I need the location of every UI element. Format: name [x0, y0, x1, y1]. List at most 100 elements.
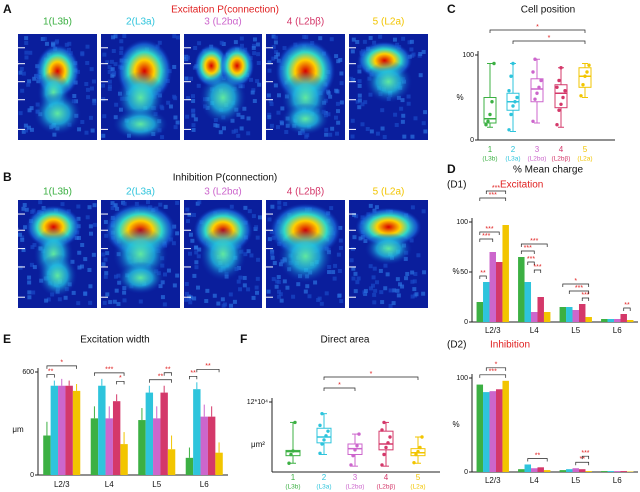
heatmap-speckle [107, 69, 112, 74]
significance-stars: ** [190, 370, 196, 377]
panel-title: Inhibition P(connection) [173, 173, 278, 184]
heatmap-speckle [219, 40, 224, 45]
y-axis-label: μm² [251, 440, 265, 449]
heatmap-speckle [72, 94, 77, 99]
heatmap-speckle [76, 204, 81, 209]
data-point [416, 449, 420, 454]
y-tick-label: 100 [456, 375, 468, 382]
x-tick-label: L5 [571, 476, 580, 485]
heatmap-speckle [138, 299, 143, 304]
heatmap-speckle [88, 284, 93, 289]
heatmap-speckle [242, 106, 247, 111]
heatmap-speckle [21, 71, 26, 76]
bar [65, 385, 73, 475]
panel-letter: B [3, 170, 12, 184]
data-point [513, 100, 517, 104]
bar [483, 282, 490, 322]
heatmap-speckle [339, 81, 344, 86]
significance-bracket [46, 365, 77, 369]
heatmap-speckle [246, 131, 251, 136]
heatmap-speckle [372, 300, 377, 305]
heatmap-speckle [229, 204, 234, 209]
data-point [418, 445, 422, 450]
heatmap-speckle [91, 252, 96, 257]
x-tick-label: L4 [530, 326, 539, 335]
heatmap-speckle [393, 112, 398, 117]
heatmap-speckle [257, 215, 262, 220]
heatmap-speckle [421, 291, 426, 296]
heatmap-speckle [334, 54, 339, 59]
heatmap-speckle [365, 126, 370, 131]
heatmap-speckle [399, 106, 404, 111]
heatmap-speckle [333, 263, 338, 268]
heatmap-speckle [191, 212, 196, 217]
heatmap-speckle [257, 82, 262, 87]
column-label: 5 (L2a) [373, 187, 405, 198]
layer-label: L4 [5, 79, 13, 86]
bar [160, 392, 168, 475]
x-tick-label: L2/3 [485, 476, 501, 485]
heatmap-speckle [218, 130, 223, 135]
heatmap-speckle [360, 122, 365, 127]
heatmap-speckle [357, 98, 362, 103]
bar [483, 392, 490, 472]
y-tick-label: 600 [22, 369, 34, 376]
heatmap-speckle [23, 123, 28, 128]
x-tick-sublabel: (L2bα) [528, 156, 547, 163]
heatmap [184, 200, 262, 308]
heatmap-speckle [256, 52, 261, 57]
heatmap-blob [281, 102, 330, 135]
heatmap-speckle [57, 297, 62, 302]
heatmap-speckle [324, 127, 329, 132]
heatmap-speckle [282, 46, 287, 51]
heatmap-speckle [274, 54, 279, 59]
heatmap-speckle [239, 36, 244, 41]
heatmap-speckle [413, 272, 418, 277]
y-tick-label: 0 [464, 469, 468, 476]
bar [518, 469, 525, 472]
heatmap-speckle [276, 110, 281, 115]
significance-bracket [520, 243, 548, 247]
box [578, 67, 592, 88]
heatmap-speckle [111, 49, 116, 54]
heatmap-speckle [204, 298, 209, 303]
heatmap-speckle [92, 98, 97, 103]
heatmap-speckle [197, 247, 202, 252]
heatmap [18, 34, 97, 140]
heatmap-speckle [108, 300, 113, 305]
heatmap-speckle [22, 203, 27, 208]
heatmap-speckle [303, 289, 308, 294]
heatmap-speckle [422, 270, 427, 275]
heatmap-speckle [368, 264, 373, 269]
heatmap-speckle [105, 60, 110, 65]
heatmap-speckle [291, 294, 296, 299]
heatmap-speckle [267, 68, 272, 73]
heatmap-speckle [88, 300, 93, 305]
heatmap-speckle [350, 134, 355, 139]
subtitle: Excitation [500, 180, 543, 191]
heatmap-speckle [105, 251, 110, 256]
x-tick-sublabel: (L3b) [285, 484, 300, 491]
bar [58, 385, 66, 475]
heatmap-speckle [269, 123, 274, 128]
heatmap-speckle [276, 289, 281, 294]
significance-stars: ** [535, 452, 541, 459]
heatmap-speckle [67, 41, 72, 46]
data-point [559, 66, 563, 70]
heatmap-speckle [351, 77, 356, 82]
heatmap-speckle [400, 119, 405, 124]
heatmap-speckle [172, 94, 177, 99]
significance-stars: * [119, 375, 122, 382]
heatmap-speckle [392, 288, 397, 293]
significance-bracket [323, 387, 356, 391]
heatmap-speckle [392, 37, 397, 42]
data-point [492, 61, 496, 66]
column-label: 3 (L2bα) [204, 17, 241, 28]
bar [531, 312, 538, 322]
bar [502, 225, 509, 322]
heatmap-speckle [285, 285, 290, 290]
heatmap-speckle [383, 263, 388, 268]
heatmap-speckle [114, 102, 119, 107]
heatmap-speckle [79, 264, 84, 269]
